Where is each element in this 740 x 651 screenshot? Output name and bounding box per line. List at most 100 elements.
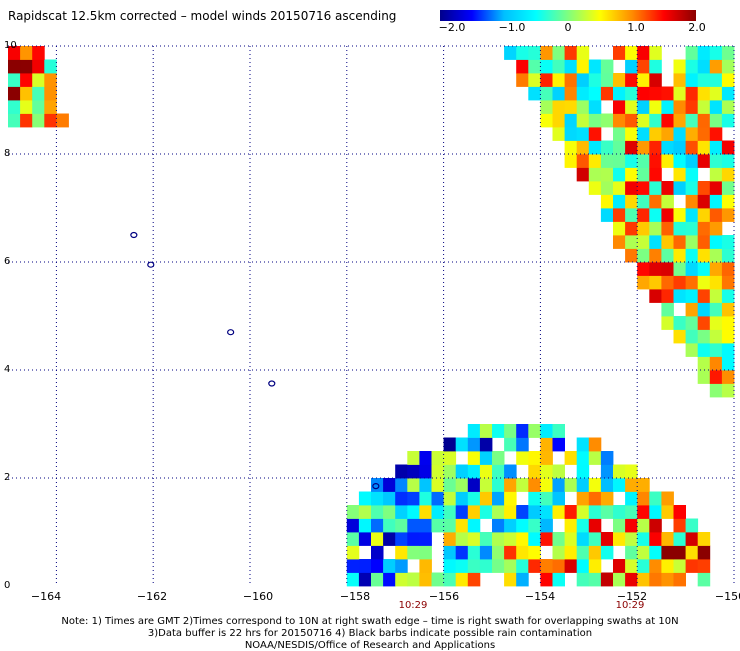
wind-cell bbox=[540, 559, 553, 573]
wind-cell bbox=[467, 545, 481, 560]
wind-cell bbox=[673, 262, 686, 276]
wind-cell bbox=[637, 86, 650, 101]
wind-cell bbox=[564, 532, 578, 546]
wind-cell bbox=[685, 140, 699, 155]
wind-cell bbox=[20, 100, 33, 114]
wind-cell bbox=[600, 491, 614, 506]
wind-cell bbox=[516, 572, 529, 587]
wind-cell bbox=[649, 100, 662, 114]
wind-cell bbox=[576, 113, 590, 128]
wind-cell bbox=[600, 86, 614, 101]
wind-cell bbox=[588, 478, 602, 492]
wind-cell bbox=[637, 167, 650, 182]
wind-cell bbox=[564, 559, 578, 573]
wind-cell bbox=[443, 451, 457, 465]
wind-cell bbox=[673, 73, 686, 87]
island-d bbox=[268, 380, 276, 387]
wind-cell bbox=[625, 181, 638, 195]
wind-cell bbox=[600, 59, 614, 74]
wind-cell bbox=[516, 532, 529, 546]
wind-cell bbox=[407, 491, 420, 506]
wind-cell bbox=[588, 437, 602, 452]
wind-cell bbox=[419, 451, 432, 465]
wind-cell bbox=[479, 424, 493, 438]
wind-cell bbox=[661, 208, 674, 222]
wind-cell bbox=[685, 559, 699, 573]
wind-cell bbox=[395, 464, 408, 479]
wind-cell bbox=[600, 545, 614, 560]
wind-cell bbox=[697, 221, 711, 236]
wind-cell bbox=[649, 113, 662, 128]
wind-cell bbox=[613, 127, 626, 141]
wind-cell bbox=[540, 424, 553, 438]
wind-cell bbox=[685, 221, 699, 236]
wind-cell bbox=[649, 289, 662, 303]
wind-cell bbox=[467, 518, 481, 533]
wind-cell bbox=[8, 46, 21, 60]
x-tick-160: −160 bbox=[242, 590, 274, 603]
wind-cell bbox=[625, 59, 638, 74]
wind-cell bbox=[685, 181, 699, 195]
wind-cell bbox=[479, 559, 493, 573]
wind-cell bbox=[443, 545, 457, 560]
wind-cell bbox=[504, 46, 517, 60]
wind-cell bbox=[552, 545, 565, 560]
wind-cell bbox=[588, 181, 602, 195]
wind-cell bbox=[709, 154, 723, 168]
wind-cell bbox=[44, 86, 57, 101]
wind-cell bbox=[685, 154, 699, 168]
wind-cell bbox=[613, 505, 626, 519]
wind-cell bbox=[661, 181, 674, 195]
wind-cell bbox=[32, 113, 45, 128]
wind-cell bbox=[552, 437, 565, 452]
wind-cell bbox=[673, 559, 686, 573]
wind-cell bbox=[661, 559, 674, 573]
wind-cell bbox=[492, 518, 505, 533]
wind-cell bbox=[528, 518, 541, 533]
wind-cell bbox=[455, 572, 469, 587]
wind-cell bbox=[431, 478, 444, 492]
wind-cell bbox=[721, 329, 735, 344]
wind-cell bbox=[407, 572, 420, 587]
wind-cell bbox=[44, 73, 57, 87]
wind-cell bbox=[721, 343, 735, 357]
wind-cell bbox=[697, 329, 711, 344]
wind-cell bbox=[685, 194, 699, 209]
wind-cell bbox=[625, 545, 638, 560]
wind-cell bbox=[443, 559, 457, 573]
wind-cell bbox=[625, 478, 638, 492]
wind-cell bbox=[697, 545, 711, 560]
wind-cell bbox=[613, 559, 626, 573]
wind-cell bbox=[467, 505, 481, 519]
wind-cell bbox=[395, 491, 408, 506]
wind-cell bbox=[709, 100, 723, 114]
wind-cell bbox=[697, 140, 711, 155]
wind-cell bbox=[637, 100, 650, 114]
wind-cell bbox=[492, 491, 505, 506]
wind-cell bbox=[625, 140, 638, 155]
wind-cell bbox=[588, 518, 602, 533]
wind-cell bbox=[588, 140, 602, 155]
wind-cell bbox=[20, 59, 33, 74]
wind-cell bbox=[721, 208, 735, 222]
wind-cell bbox=[516, 478, 529, 492]
wind-cell bbox=[685, 343, 699, 357]
wind-cell bbox=[625, 235, 638, 249]
wind-cell bbox=[637, 262, 650, 276]
wind-cell bbox=[467, 424, 481, 438]
wind-cell bbox=[346, 518, 360, 533]
wind-cell bbox=[613, 464, 626, 479]
wind-cell bbox=[649, 248, 662, 263]
wind-cell bbox=[588, 505, 602, 519]
wind-cell bbox=[721, 302, 735, 317]
wind-cell bbox=[600, 167, 614, 182]
wind-cell bbox=[697, 235, 711, 249]
wind-cell bbox=[395, 545, 408, 560]
wind-cell bbox=[588, 154, 602, 168]
wind-cell bbox=[407, 518, 420, 533]
wind-cell bbox=[625, 46, 638, 60]
wind-cell bbox=[516, 46, 529, 60]
wind-cell bbox=[479, 437, 493, 452]
wind-cell bbox=[528, 545, 541, 560]
